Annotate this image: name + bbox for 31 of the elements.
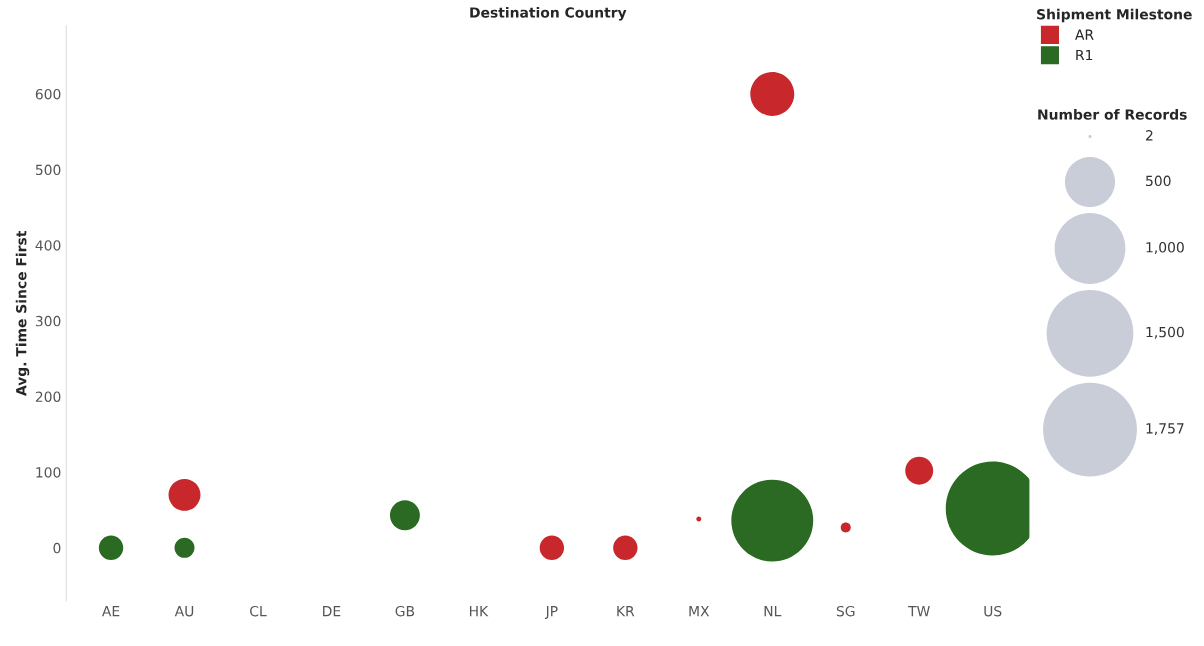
y-tick-label: 500 xyxy=(35,164,61,176)
x-tick-label: SG xyxy=(836,605,855,617)
legend-label: AR xyxy=(1075,29,1094,40)
chart-title: Destination Country xyxy=(470,6,627,21)
x-tick-label: AE xyxy=(102,606,120,617)
legend-label: 1,500 xyxy=(1146,326,1184,339)
legend-label: 1,757 xyxy=(1146,423,1184,436)
x-tick-label: JP xyxy=(544,606,558,619)
legend-title: Shipment Milestone xyxy=(1037,8,1192,23)
x-tick-label: TW xyxy=(908,606,930,617)
legend-label: 2 xyxy=(1146,130,1153,141)
x-tick-label: GB xyxy=(395,605,415,617)
y-tick-label: 0 xyxy=(53,542,61,554)
legend-label: R1 xyxy=(1076,49,1093,61)
y-tick-label: 600 xyxy=(35,88,61,100)
x-tick-label: AU xyxy=(174,606,194,617)
y-tick-label: 300 xyxy=(35,315,61,327)
x-tick-label: CL xyxy=(250,605,267,617)
x-tick-label: MX xyxy=(689,606,710,617)
y-tick-label: 100 xyxy=(36,467,61,478)
x-tick-label: NL xyxy=(764,606,782,617)
x-tick-label: HK xyxy=(469,606,489,617)
legend-label: 1,000 xyxy=(1146,242,1184,254)
text: Number of Records xyxy=(1038,109,1187,120)
legend-label: 500 xyxy=(1146,175,1171,187)
y-tick-label: 400 xyxy=(35,240,61,251)
x-tick-label: KR xyxy=(617,606,635,617)
x-tick-label: DE xyxy=(323,606,341,617)
y-axis-title: Avg. Time Since First xyxy=(15,230,30,396)
y-tick-label: 200 xyxy=(35,391,61,402)
x-tick-label: US xyxy=(984,605,1002,617)
